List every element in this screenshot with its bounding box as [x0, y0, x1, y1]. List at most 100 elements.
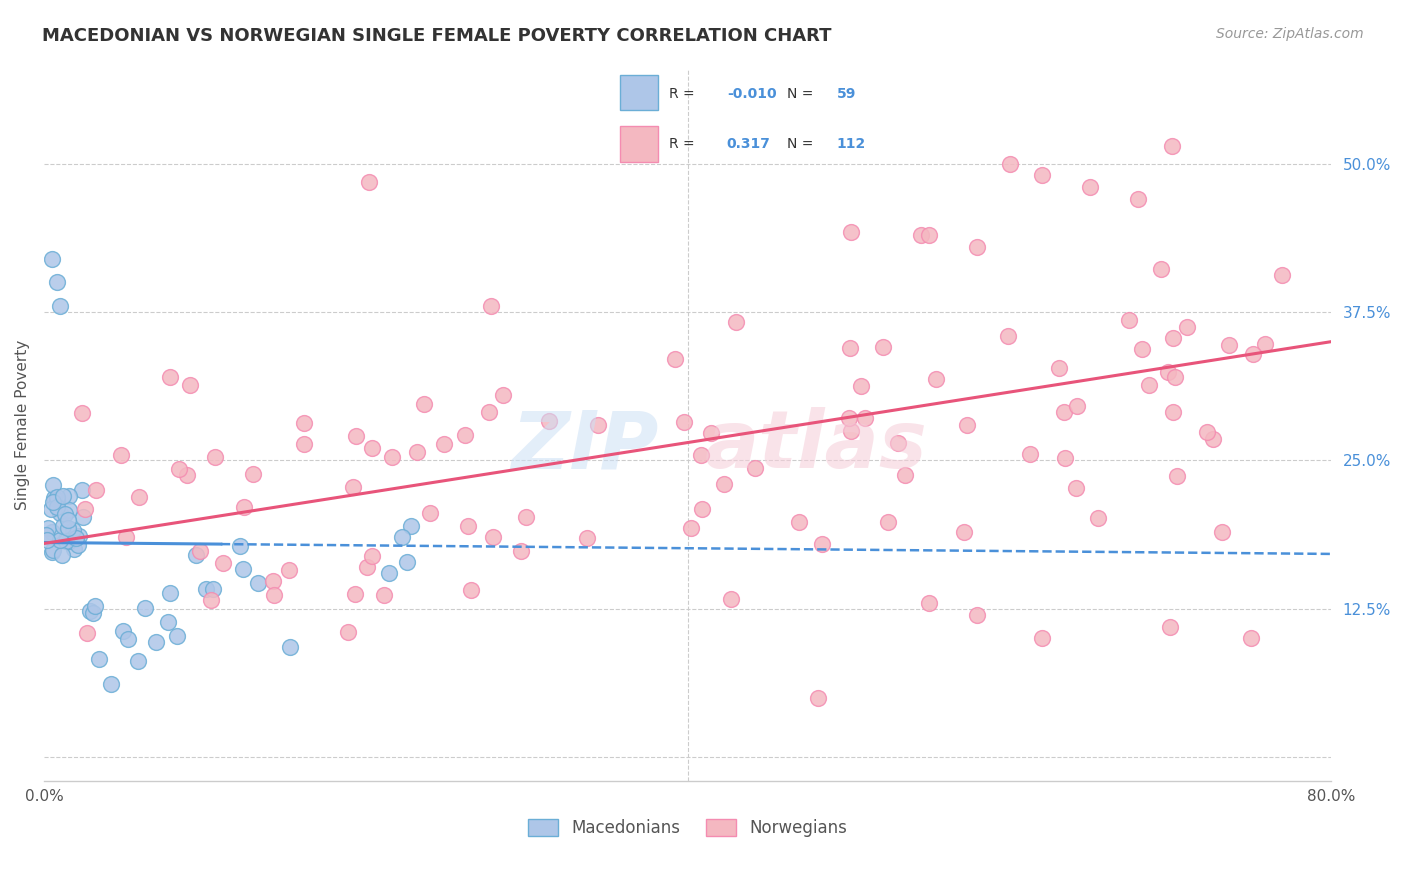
Point	[42, 495, 65, 509]
Point	[359, 175, 381, 189]
Point	[100, 676, 122, 690]
Point	[292, 416, 315, 430]
Point	[55, 534, 77, 549]
Bar	[620, 75, 658, 111]
Point	[58, 534, 80, 549]
Text: Source: ZipAtlas.com: Source: ZipAtlas.com	[1216, 27, 1364, 41]
Point	[262, 574, 284, 588]
Point	[263, 588, 285, 602]
Point	[1019, 447, 1042, 461]
Point	[478, 405, 501, 419]
Point	[918, 596, 941, 610]
Point	[1031, 169, 1053, 183]
Point	[145, 634, 167, 648]
Point	[72, 509, 94, 524]
Point	[1150, 261, 1173, 276]
Point	[200, 592, 222, 607]
Point	[201, 582, 224, 596]
Point	[204, 450, 226, 464]
Point	[918, 227, 941, 242]
Point	[872, 340, 894, 354]
Point	[953, 525, 976, 540]
Point	[1157, 365, 1180, 379]
Point	[112, 624, 135, 639]
Point	[713, 477, 735, 491]
Point	[1087, 511, 1109, 525]
Point	[51, 548, 73, 562]
Point	[406, 445, 429, 459]
Point	[575, 531, 598, 545]
Point	[53, 507, 76, 521]
Point	[73, 502, 96, 516]
Point	[588, 418, 610, 433]
Point	[1047, 360, 1070, 375]
Point	[1240, 632, 1263, 646]
Point	[399, 519, 422, 533]
Point	[1202, 433, 1225, 447]
Point	[724, 315, 747, 329]
Point	[744, 460, 766, 475]
Point	[176, 468, 198, 483]
Point	[232, 561, 254, 575]
Point	[1211, 525, 1233, 540]
Point	[86, 483, 108, 498]
Point	[356, 560, 378, 574]
Point	[664, 351, 686, 366]
Point	[292, 437, 315, 451]
Point	[460, 582, 482, 597]
Point	[52, 489, 75, 503]
Point	[110, 448, 132, 462]
Point	[1031, 632, 1053, 646]
Point	[807, 690, 830, 705]
Point	[839, 424, 862, 438]
Text: N =: N =	[787, 136, 818, 151]
Point	[56, 513, 79, 527]
Point	[838, 410, 860, 425]
Point	[699, 425, 721, 440]
Point	[233, 500, 256, 515]
Point	[79, 604, 101, 618]
Point	[343, 587, 366, 601]
Point	[1053, 450, 1076, 465]
Point	[82, 606, 104, 620]
Point	[956, 418, 979, 433]
Point	[41, 525, 63, 540]
Point	[839, 225, 862, 239]
Point	[166, 629, 188, 643]
Point	[70, 483, 93, 497]
Point	[925, 371, 948, 385]
Point	[966, 239, 988, 253]
Point	[186, 548, 208, 562]
Point	[1066, 399, 1088, 413]
Point	[65, 531, 87, 545]
Point	[433, 437, 456, 451]
Point	[67, 529, 90, 543]
Point	[52, 519, 75, 533]
Point	[49, 299, 72, 313]
Point	[1166, 469, 1188, 483]
Point	[179, 378, 201, 392]
Point	[188, 544, 211, 558]
Point	[998, 156, 1021, 170]
Point	[419, 506, 441, 520]
Point	[45, 490, 67, 504]
Point	[454, 428, 477, 442]
Point	[76, 626, 98, 640]
Point	[278, 640, 301, 654]
Point	[228, 539, 250, 553]
Text: -0.010: -0.010	[727, 87, 776, 101]
Point	[62, 542, 84, 557]
Point	[211, 557, 233, 571]
Point	[396, 555, 419, 569]
Point	[117, 632, 139, 647]
Text: 59: 59	[837, 87, 856, 101]
Point	[492, 388, 515, 402]
Text: MACEDONIAN VS NORWEGIAN SINGLE FEMALE POVERTY CORRELATION CHART: MACEDONIAN VS NORWEGIAN SINGLE FEMALE PO…	[42, 27, 832, 45]
Point	[482, 530, 505, 544]
Point	[894, 468, 917, 483]
Point	[720, 591, 742, 606]
Point	[45, 500, 67, 514]
Point	[49, 506, 72, 520]
Point	[876, 515, 898, 529]
Point	[115, 530, 138, 544]
